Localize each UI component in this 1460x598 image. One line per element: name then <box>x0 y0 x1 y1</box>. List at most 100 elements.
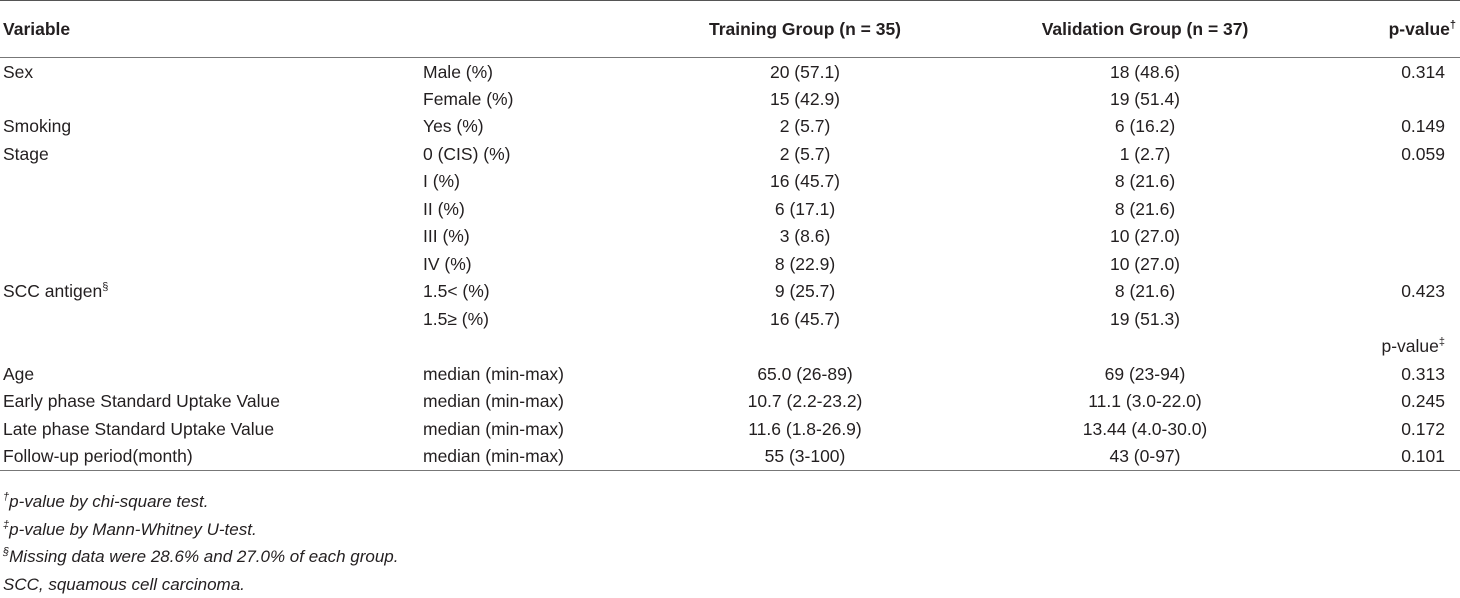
cell-pvalue <box>1320 195 1460 223</box>
cell-training-text: 16 (45.7) <box>770 309 840 329</box>
cell-variable <box>0 195 420 223</box>
cell-training: 16 (45.7) <box>640 305 970 333</box>
cell-validation-text: 11.1 (3.0-22.0) <box>1088 391 1202 411</box>
cell-variable-text: Follow-up period(month) <box>3 446 193 466</box>
cell-validation-text: 8 (21.6) <box>1115 281 1175 301</box>
cell-pvalue-text: p-value <box>1381 336 1438 356</box>
cell-level-text: 1.5< (%) <box>423 281 490 301</box>
cell-validation-text: 8 (21.6) <box>1115 171 1175 191</box>
cell-pvalue <box>1320 223 1460 251</box>
table-row: III (%)3 (8.6)10 (27.0) <box>0 223 1460 251</box>
cell-training: 11.6 (1.8-26.9) <box>640 415 970 443</box>
cell-validation: 69 (23-94) <box>970 360 1320 388</box>
cell-variable-text: SCC antigen <box>3 281 102 301</box>
cell-level: Yes (%) <box>420 113 640 141</box>
cell-validation: 8 (21.6) <box>970 278 1320 306</box>
cell-training: 9 (25.7) <box>640 278 970 306</box>
cell-validation-text: 19 (51.4) <box>1110 89 1180 109</box>
cell-level-text: Female (%) <box>423 89 513 109</box>
cell-training: 55 (3-100) <box>640 443 970 471</box>
cell-variable: SCC antigen§ <box>0 278 420 306</box>
cell-pvalue-text: 0.245 <box>1401 391 1445 411</box>
cell-variable: Follow-up period(month) <box>0 443 420 471</box>
cell-pvalue-text: 0.313 <box>1401 364 1445 384</box>
cell-training-text: 65.0 (26-89) <box>757 364 852 384</box>
cell-variable-text: Early phase Standard Uptake Value <box>3 391 280 411</box>
cell-level-text: median (min-max) <box>423 419 564 439</box>
cell-level-text: Male (%) <box>423 62 493 82</box>
cell-variable: Age <box>0 360 420 388</box>
cell-pvalue-text: 0.172 <box>1401 419 1445 439</box>
cell-training-text: 3 (8.6) <box>780 226 831 246</box>
header-variable: Variable <box>0 1 420 58</box>
cell-pvalue: 0.059 <box>1320 140 1460 168</box>
cell-level: 1.5< (%) <box>420 278 640 306</box>
cell-validation: 18 (48.6) <box>970 58 1320 86</box>
footnote-mark: § <box>102 281 108 293</box>
cell-variable <box>0 85 420 113</box>
dagger-mark: † <box>1450 19 1456 31</box>
cell-training-text: 9 (25.7) <box>775 281 835 301</box>
cell-validation: 1 (2.7) <box>970 140 1320 168</box>
cell-validation-text: 13.44 (4.0-30.0) <box>1083 419 1208 439</box>
cell-pvalue <box>1320 250 1460 278</box>
cell-validation <box>970 333 1320 361</box>
cell-level-text: III (%) <box>423 226 470 246</box>
cell-level: III (%) <box>420 223 640 251</box>
cell-level: 1.5≥ (%) <box>420 305 640 333</box>
cell-variable-text: Late phase Standard Uptake Value <box>3 419 274 439</box>
header-pvalue-text: p-value <box>1389 19 1450 39</box>
cell-variable-text: Stage <box>3 144 49 164</box>
table-row: SCC antigen§1.5< (%)9 (25.7)8 (21.6)0.42… <box>0 278 1460 306</box>
cell-validation-text: 18 (48.6) <box>1110 62 1180 82</box>
cell-pvalue: 0.313 <box>1320 360 1460 388</box>
cell-level-text: median (min-max) <box>423 364 564 384</box>
cell-variable <box>0 333 420 361</box>
data-table: Variable Training Group (n = 35) Validat… <box>0 0 1460 471</box>
cell-level: Female (%) <box>420 85 640 113</box>
cell-variable-text: Sex <box>3 62 33 82</box>
header-level <box>420 1 640 58</box>
cell-pvalue: 0.149 <box>1320 113 1460 141</box>
cell-level: 0 (CIS) (%) <box>420 140 640 168</box>
cell-level-text: Yes (%) <box>423 116 484 136</box>
cell-level-text: IV (%) <box>423 254 472 274</box>
cell-validation: 43 (0-97) <box>970 443 1320 471</box>
cell-level-text: median (min-max) <box>423 446 564 466</box>
cell-level-text: II (%) <box>423 199 465 219</box>
cell-training: 10.7 (2.2-23.2) <box>640 388 970 416</box>
cell-training: 8 (22.9) <box>640 250 970 278</box>
cell-pvalue: p-value‡ <box>1320 333 1460 361</box>
table-row: p-value‡ <box>0 333 1460 361</box>
cell-pvalue: 0.172 <box>1320 415 1460 443</box>
cell-validation: 6 (16.2) <box>970 113 1320 141</box>
cell-variable: Smoking <box>0 113 420 141</box>
cell-validation: 8 (21.6) <box>970 195 1320 223</box>
cell-level-text: I (%) <box>423 171 460 191</box>
cell-level: median (min-max) <box>420 388 640 416</box>
table-row: 1.5≥ (%)16 (45.7)19 (51.3) <box>0 305 1460 333</box>
table-row: I (%)16 (45.7)8 (21.6) <box>0 168 1460 196</box>
cell-pvalue: 0.423 <box>1320 278 1460 306</box>
table-row: Late phase Standard Uptake Value median (… <box>0 415 1460 443</box>
cell-level: median (min-max) <box>420 443 640 471</box>
cell-validation-text: 10 (27.0) <box>1110 254 1180 274</box>
cell-pvalue-text: 0.101 <box>1401 446 1445 466</box>
cell-level: median (min-max) <box>420 360 640 388</box>
cell-training-text: 55 (3-100) <box>765 446 846 466</box>
cell-level: IV (%) <box>420 250 640 278</box>
cell-training: 15 (42.9) <box>640 85 970 113</box>
cell-variable: Stage <box>0 140 420 168</box>
cell-validation: 13.44 (4.0-30.0) <box>970 415 1320 443</box>
footnote-text: p-value by Mann-Whitney U-test. <box>9 520 257 539</box>
header-validation: Validation Group (n = 37) <box>970 1 1320 58</box>
cell-pvalue-text: 0.314 <box>1401 62 1445 82</box>
cell-level: median (min-max) <box>420 415 640 443</box>
footnote: ‡p-value by Mann-Whitney U-test. <box>3 516 398 544</box>
footnote: §Missing data were 28.6% and 27.0% of ea… <box>3 543 398 571</box>
cell-pvalue <box>1320 305 1460 333</box>
